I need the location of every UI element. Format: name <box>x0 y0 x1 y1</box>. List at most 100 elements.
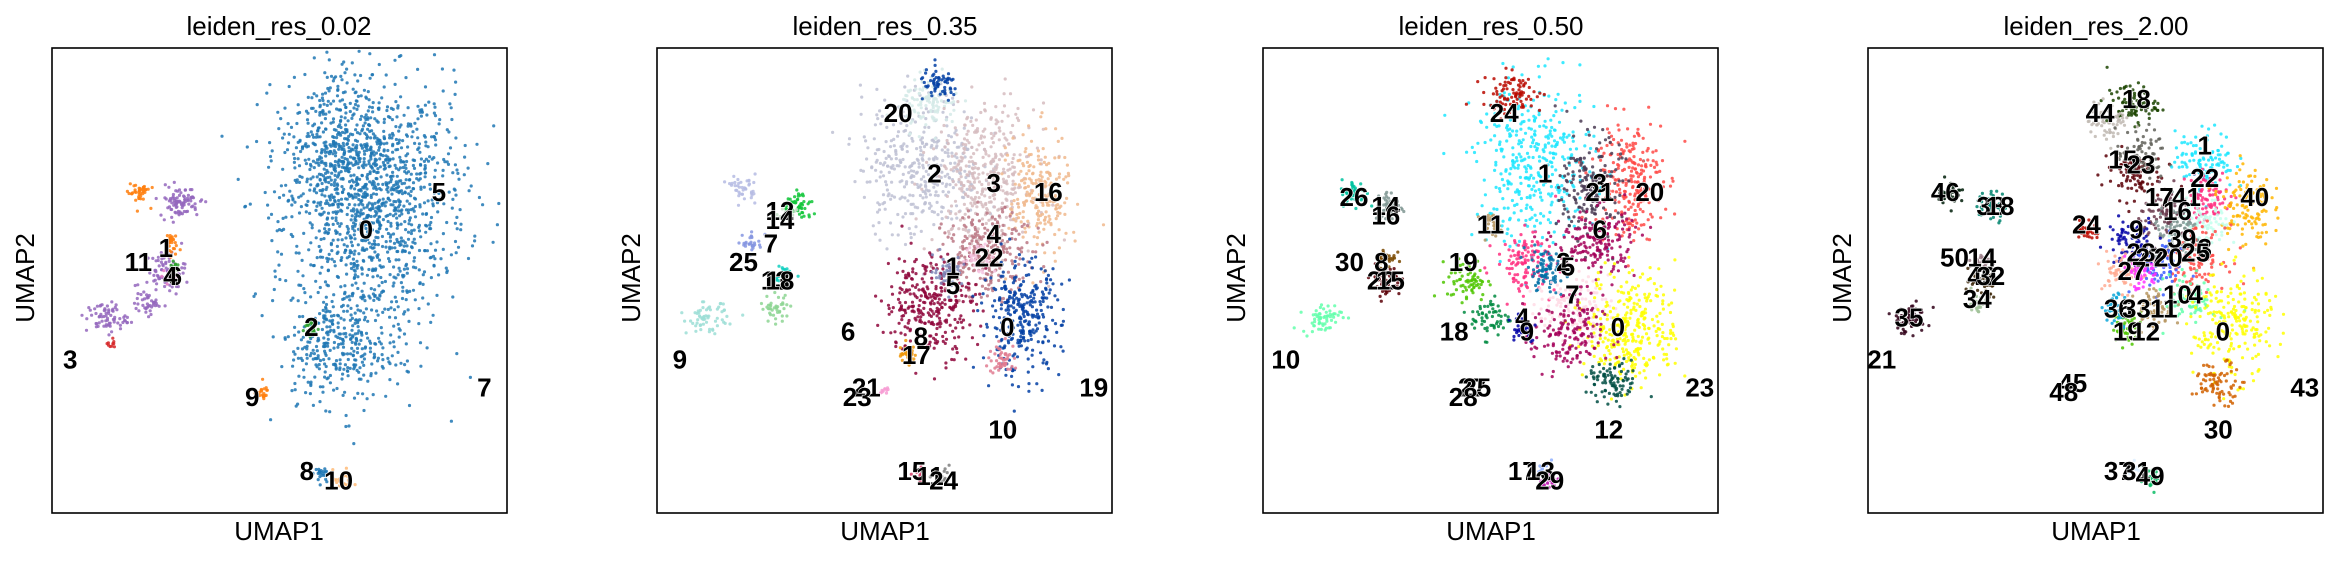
cell-point-cluster-5 <box>974 283 978 287</box>
cell-point-cluster-0 <box>934 76 938 80</box>
cell-point-cluster-0 <box>326 211 331 215</box>
cell-point-cluster-1 <box>165 234 169 238</box>
cell-point-cluster-19 <box>707 330 712 334</box>
cell-point-cluster-1 <box>169 236 173 240</box>
cell-point-cluster-0 <box>425 346 429 350</box>
cell-point-cluster-0 <box>1044 287 1048 292</box>
cell-point-cluster-3 <box>959 168 963 172</box>
cell-point-cluster-0 <box>374 235 378 239</box>
cell-point-cluster-19 <box>684 331 688 335</box>
cell-point-cluster-0 <box>404 342 408 346</box>
cell-point-cluster-4 <box>105 318 110 322</box>
cell-point-cluster-0 <box>1021 279 1026 284</box>
cell-point-cluster-0 <box>376 359 380 363</box>
cell-point-cluster-3 <box>997 158 1002 162</box>
cell-point-cluster-0 <box>403 363 407 367</box>
cell-point-cluster-4 <box>965 275 969 279</box>
cell-point-cluster-0 <box>384 183 389 187</box>
cell-point-cluster-0 <box>311 133 315 137</box>
cell-point-cluster-0 <box>322 358 326 362</box>
cell-point-cluster-2 <box>927 125 931 129</box>
cell-point-cluster-2 <box>921 158 925 162</box>
cell-point-cluster-0 <box>410 246 414 250</box>
cell-point-cluster-12 <box>807 215 811 219</box>
cell-point-cluster-0 <box>354 128 358 132</box>
cell-point-cluster-0 <box>330 299 334 304</box>
cell-point-cluster-0 <box>308 354 312 358</box>
cell-point-cluster-0 <box>377 148 381 152</box>
cell-point-cluster-0 <box>412 237 416 241</box>
cell-point-cluster-19 <box>715 324 720 328</box>
cell-point-cluster-4 <box>975 212 980 216</box>
cell-point-cluster-0 <box>327 180 331 185</box>
cell-point-cluster-0 <box>324 409 328 413</box>
cell-point-cluster-4 <box>111 309 115 313</box>
cell-point-cluster-5 <box>930 276 934 280</box>
cell-point-cluster-0 <box>273 269 277 273</box>
cell-point-cluster-0 <box>367 98 371 102</box>
cell-point-cluster-0 <box>339 144 343 148</box>
cell-point-cluster-13 <box>782 296 786 300</box>
cell-point-cluster-0 <box>411 240 415 244</box>
cell-point-cluster-4 <box>112 317 117 321</box>
cell-point-cluster-4 <box>164 262 168 266</box>
cell-point-cluster-10 <box>1008 353 1012 357</box>
cell-point-cluster-16 <box>1057 155 1061 160</box>
cell-point-cluster-13 <box>782 307 786 311</box>
cell-point-cluster-0 <box>1051 318 1055 322</box>
cell-point-cluster-0 <box>403 220 407 224</box>
cell-point-cluster-0 <box>394 166 398 170</box>
cell-point-cluster-4 <box>103 307 107 311</box>
cell-point-cluster-0 <box>389 106 393 110</box>
cell-point-cluster-7 <box>750 230 754 234</box>
cell-point-cluster-0 <box>353 358 357 362</box>
cell-point-cluster-4 <box>951 239 955 243</box>
cell-point-cluster-0 <box>415 172 419 176</box>
cell-point-cluster-16 <box>1024 147 1028 151</box>
cell-point-cluster-0 <box>346 304 350 308</box>
cell-point-cluster-4 <box>1008 252 1012 256</box>
cell-point-cluster-5 <box>956 320 960 324</box>
cell-point-cluster-0 <box>321 308 325 312</box>
cell-point-cluster-0 <box>985 322 989 326</box>
cell-point-cluster-0 <box>437 191 441 195</box>
cell-point-cluster-0 <box>362 363 366 367</box>
cell-point-cluster-0 <box>351 87 355 91</box>
cell-point-cluster-0 <box>362 157 366 161</box>
cell-point-cluster-0 <box>355 346 360 350</box>
cell-point-cluster-0 <box>316 128 320 132</box>
cell-point-cluster-2 <box>895 164 899 168</box>
cell-point-cluster-3 <box>987 200 991 204</box>
cell-point-cluster-4 <box>80 313 84 317</box>
cell-point-cluster-0 <box>356 319 360 323</box>
cell-point-cluster-8 <box>736 203 741 207</box>
cell-point-cluster-0 <box>1012 293 1016 297</box>
cell-point-cluster-20 <box>944 118 949 122</box>
cell-point-cluster-0 <box>347 202 351 207</box>
cell-point-cluster-0 <box>325 283 329 287</box>
cell-point-cluster-0 <box>342 60 346 64</box>
cell-point-cluster-0 <box>360 267 364 271</box>
cell-point-cluster-0 <box>459 222 463 226</box>
cell-point-cluster-3 <box>970 85 974 89</box>
cell-point-cluster-0 <box>348 167 352 171</box>
cell-point-cluster-0 <box>328 348 332 352</box>
cell-point-cluster-1 <box>167 244 171 248</box>
cell-point-cluster-1 <box>1511 153 1515 157</box>
cell-point-cluster-2 <box>873 232 878 236</box>
cell-point-cluster-0 <box>340 147 344 151</box>
cell-point-cluster-0 <box>311 403 315 407</box>
cell-point-cluster-4 <box>87 306 91 310</box>
cell-point-cluster-0 <box>336 124 340 129</box>
cell-point-cluster-0 <box>331 117 336 121</box>
cell-point-cluster-16 <box>1043 251 1047 255</box>
cell-point-cluster-4 <box>1001 223 1005 227</box>
cell-point-cluster-0 <box>388 259 392 263</box>
cell-point-cluster-2 <box>907 226 911 231</box>
cell-point-cluster-0 <box>302 231 306 235</box>
cell-point-cluster-0 <box>467 189 471 193</box>
cell-point-cluster-0 <box>399 95 403 99</box>
cell-point-cluster-0 <box>375 255 380 259</box>
cell-point-cluster-0 <box>377 62 381 67</box>
cell-point-cluster-4 <box>151 256 155 260</box>
